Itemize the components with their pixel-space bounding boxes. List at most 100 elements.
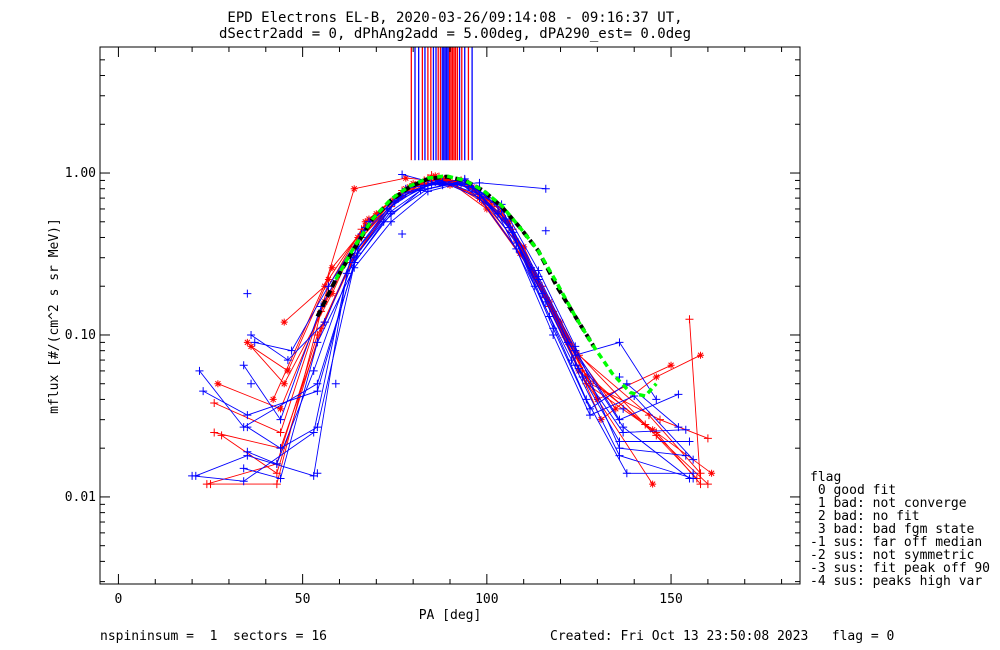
- blue-profile-line-marker: [313, 338, 322, 347]
- blue-profile-line-marker: [243, 411, 252, 420]
- red-profile-line-marker: [210, 428, 219, 437]
- blue-profile-line-marker: [685, 474, 694, 483]
- blue-profile-line-marker: [243, 447, 252, 456]
- flag-legend: flag 0 good fit 1 bad: not converge 2 ba…: [810, 470, 990, 589]
- blue-profile-line-marker: [681, 425, 690, 434]
- blue-profile-line-marker: [512, 244, 521, 253]
- red-profile-line-marker: [328, 290, 336, 298]
- blue-profile-line-marker: [276, 474, 285, 483]
- blue-profile-line-marker: [398, 170, 407, 179]
- red-profile-line-marker: [202, 480, 211, 489]
- peak-vertical-lines: [410, 47, 473, 161]
- blue-profile-line-marker: [586, 411, 594, 420]
- x-tick-label: 150: [659, 592, 682, 607]
- blue-profile-line-marker: [475, 178, 484, 187]
- footer-created-info: Created: Fri Oct 13 23:50:08 2023 flag =…: [550, 629, 894, 644]
- red-profile-line-marker: [277, 405, 285, 413]
- red-profile-line-marker: [324, 276, 332, 284]
- legend-entry: -1 sus: far off median: [810, 535, 982, 550]
- legend-entry: 3 bad: bad fgm state: [810, 522, 975, 537]
- blue-profile-line-marker: [571, 351, 580, 360]
- red-profile-line-marker: [612, 405, 620, 413]
- red-profile-line-marker: [217, 431, 226, 440]
- red-profile-line-marker: [276, 428, 285, 437]
- blue-profile-line-marker: [615, 338, 624, 347]
- red-profile-line: [221, 177, 701, 475]
- blue-profile-line-marker: [423, 187, 432, 196]
- red-profile-line-marker: [243, 338, 251, 346]
- blue-profile-line-marker: [615, 444, 624, 453]
- blue-profile-line-marker: [313, 379, 322, 388]
- x-tick-label: 0: [115, 592, 123, 607]
- blue-marker: [541, 226, 550, 235]
- red-profile-line-marker: [652, 428, 661, 437]
- red-profile-line-marker: [649, 480, 657, 488]
- blue-profile-line-marker: [427, 179, 436, 188]
- blue-profile-line-marker: [538, 289, 547, 298]
- blue-profile-line-marker: [615, 415, 624, 424]
- blue-marker: [398, 230, 407, 239]
- legend-entry: 1 bad: not converge: [810, 496, 967, 511]
- red-series-group: [202, 171, 716, 489]
- blue-profile-line-marker: [272, 459, 281, 468]
- red-profile-line-marker: [272, 480, 281, 489]
- blue-profile-line-marker: [350, 263, 359, 272]
- blue-profile-line-marker: [674, 390, 683, 399]
- blue-profile-line-marker: [350, 253, 359, 262]
- blue-profile-line: [250, 181, 679, 428]
- blue-profile-line-marker: [313, 387, 322, 396]
- x-axis-label: PA [deg]: [419, 608, 482, 623]
- blue-profile-line-marker: [195, 366, 204, 375]
- legend-entry: 0 good fit: [810, 483, 896, 498]
- chart-title-line-2: dSectr2add = 0, dPhAng2add = 5.00deg, dP…: [219, 26, 691, 42]
- green-fit-line: [334, 174, 658, 398]
- blue-profile-line-marker: [622, 469, 631, 478]
- red-profile-line-marker: [703, 434, 712, 443]
- chart-title-line-1: EPD Electrons EL-B, 2020-03-26/09:14:08 …: [227, 10, 682, 26]
- red-profile-line-marker: [284, 367, 292, 375]
- x-tick-label: 50: [295, 592, 311, 607]
- red-profile-line-marker: [372, 210, 380, 218]
- blue-marker: [571, 361, 580, 370]
- blue-profile-line-marker: [534, 266, 543, 275]
- blue-profile-line: [247, 183, 686, 449]
- blue-profile-line: [243, 181, 686, 480]
- red-profile-line-marker: [269, 395, 277, 403]
- red-profile-line: [217, 175, 712, 474]
- blue-profile-line-marker: [475, 194, 484, 203]
- red-profile-line-marker: [696, 469, 705, 478]
- blue-profile-line-marker: [247, 330, 256, 339]
- red-profile-line-marker: [210, 399, 219, 408]
- legend-entry: -3 sus: fit peak off 90: [810, 561, 990, 576]
- legend-entry: 2 bad: no fit: [810, 509, 920, 524]
- y-tick-label: 0.01: [65, 490, 96, 505]
- blue-profile-line: [195, 182, 690, 479]
- red-profile-line-marker: [247, 342, 255, 350]
- blue-profile-line-marker: [239, 477, 248, 486]
- blue-marker: [313, 469, 322, 478]
- blue-profile-line-marker: [309, 428, 318, 437]
- blue-profile-line-marker: [243, 423, 252, 432]
- y-tick-label: 0.10: [65, 328, 96, 343]
- blue-profile-line-marker: [689, 469, 698, 478]
- blue-profile-line: [202, 179, 679, 421]
- blue-profile-line-marker: [313, 423, 322, 432]
- blue-profile-line-marker: [283, 356, 292, 365]
- blue-profile-line-marker: [652, 395, 661, 404]
- red-profile-line-marker: [652, 373, 660, 381]
- blue-profile-line: [254, 181, 694, 460]
- blue-profile-line-marker: [239, 361, 248, 370]
- red-profile-line-marker: [520, 243, 528, 251]
- blue-profile-line-marker: [387, 217, 396, 226]
- blue-profile-line-marker: [250, 338, 259, 347]
- blue-marker: [247, 379, 256, 388]
- red-profile-line-marker: [667, 361, 675, 369]
- blue-profile-line-marker: [549, 330, 558, 339]
- blue-profile-line-marker: [685, 437, 694, 446]
- legend-entry: -2 sus: not symmetric: [810, 548, 974, 563]
- blue-profile-line-marker: [390, 198, 399, 207]
- blue-profile-line-marker: [239, 464, 248, 473]
- red-profile-line-marker: [280, 318, 288, 326]
- red-profile-line-marker: [214, 380, 222, 388]
- y-tick-label: 1.00: [65, 166, 96, 181]
